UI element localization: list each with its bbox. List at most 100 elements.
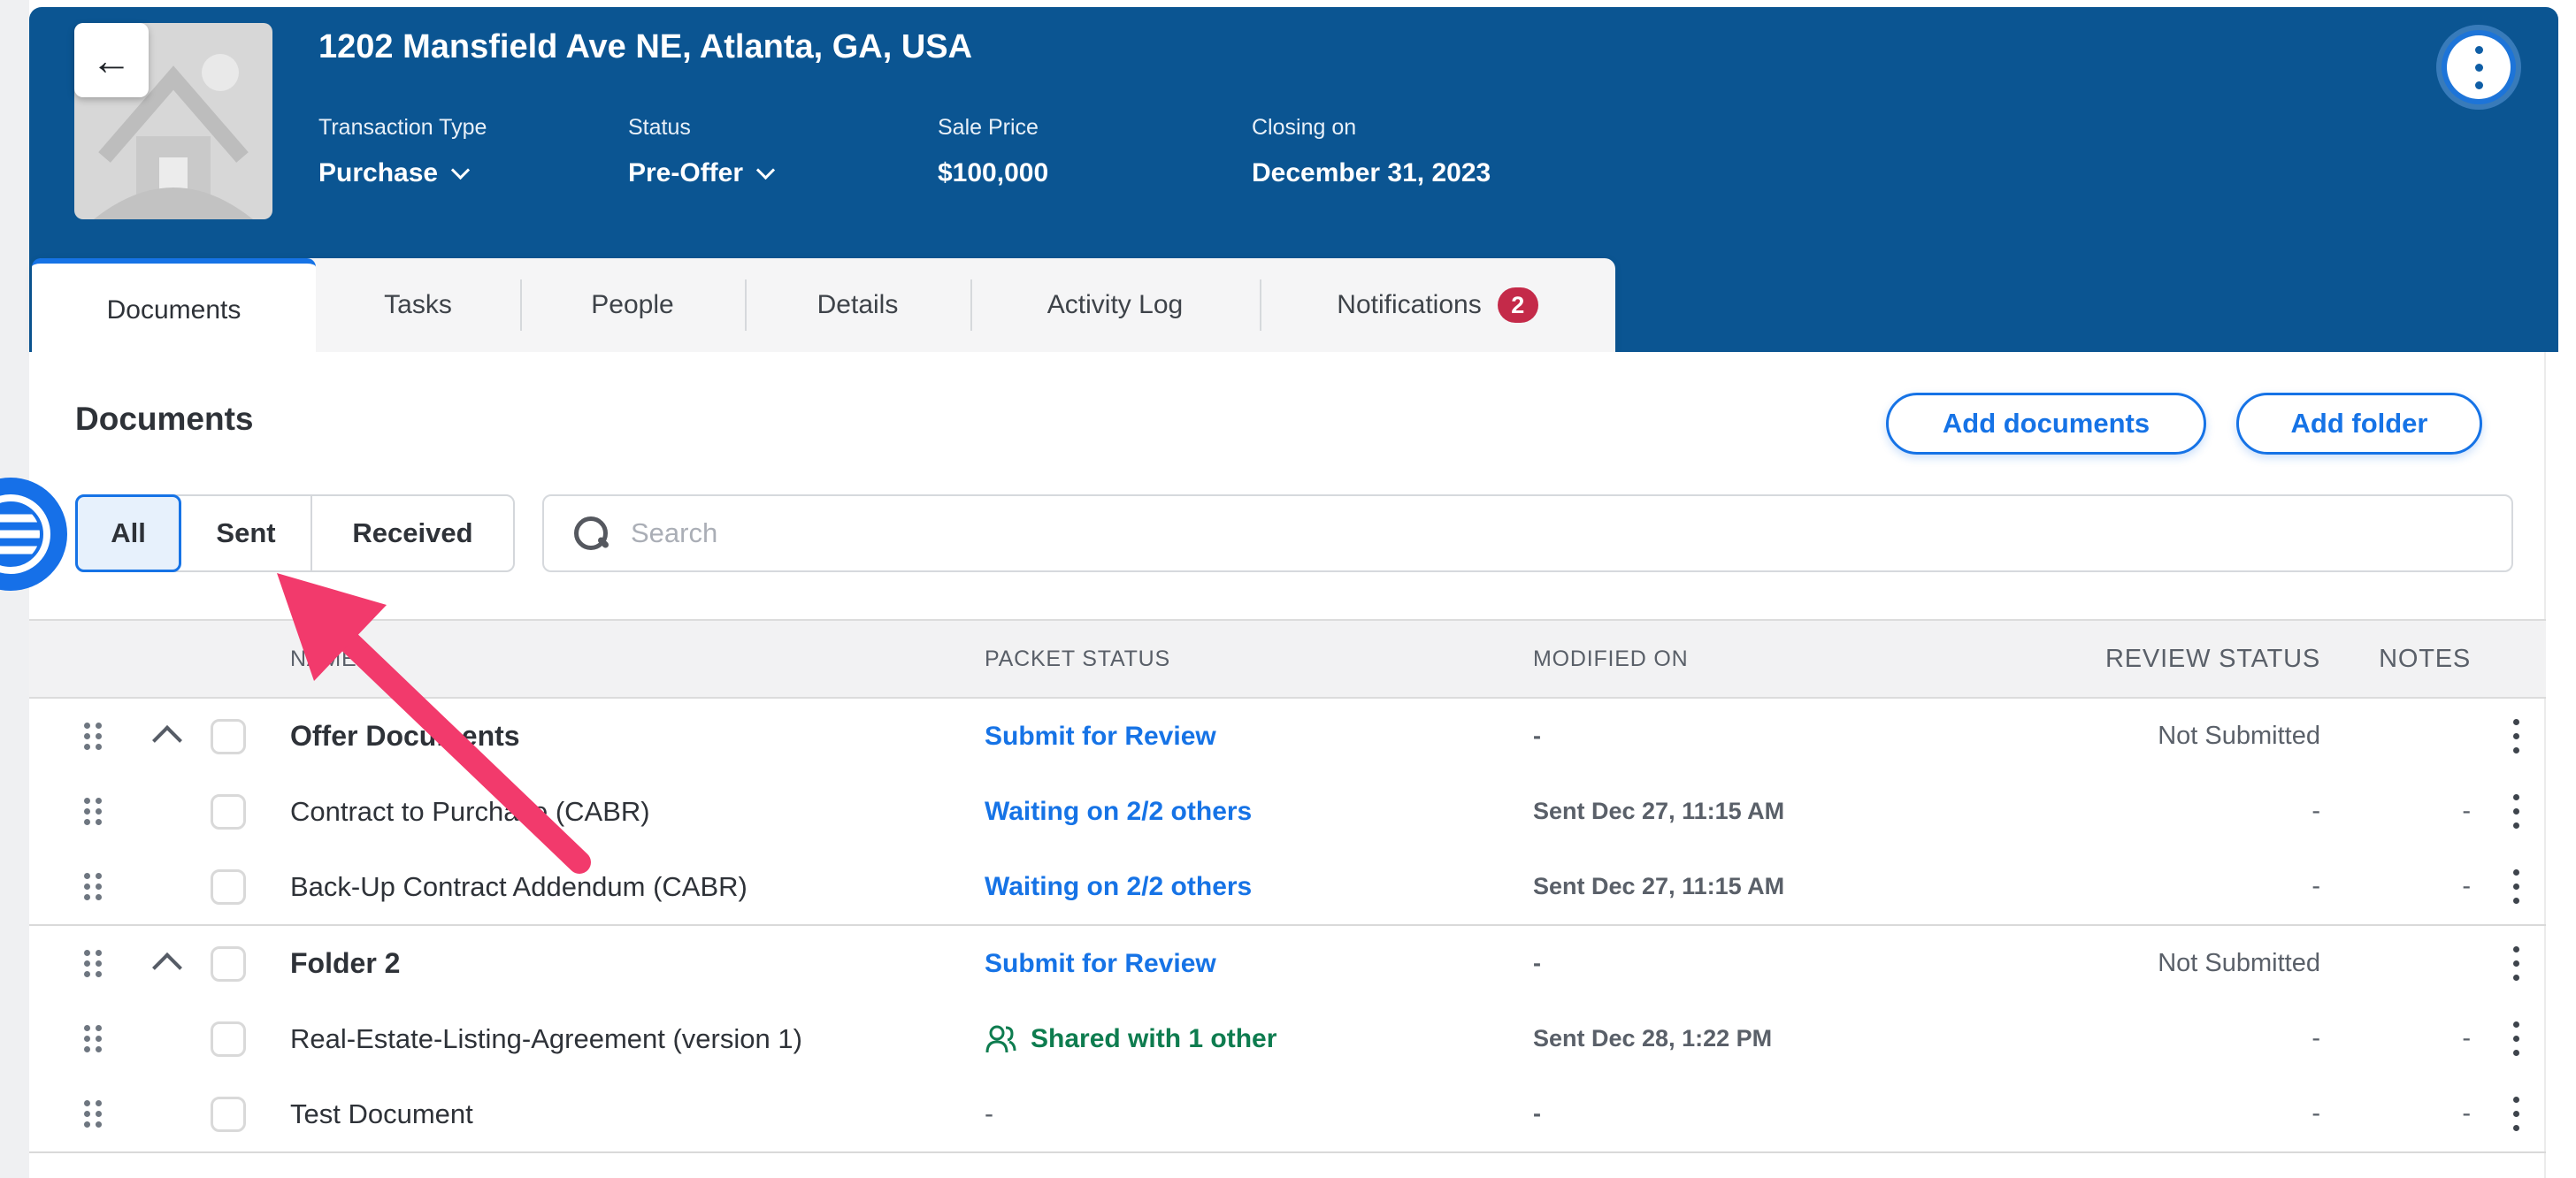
table-row-document: Real-Estate-Listing-Agreement (version 1… bbox=[29, 1001, 2546, 1076]
review-status-value: Not Submitted bbox=[2158, 722, 2320, 750]
back-button[interactable]: ← bbox=[74, 23, 149, 97]
drag-handle-icon[interactable] bbox=[84, 873, 144, 900]
kebab-icon bbox=[2474, 45, 2483, 54]
col-review-status: REVIEW STATUS bbox=[2105, 644, 2320, 673]
row-menu-kebab-icon[interactable] bbox=[2508, 864, 2525, 909]
drag-handle-icon[interactable] bbox=[84, 1100, 144, 1128]
row-checkbox[interactable] bbox=[211, 1096, 246, 1132]
row-checkbox[interactable] bbox=[211, 718, 246, 754]
chevron-down-icon bbox=[450, 160, 471, 180]
documents-panel: Documents Add documents Add folder All S… bbox=[29, 352, 2546, 1178]
closing-date-value: December 31, 2023 bbox=[1252, 158, 1491, 187]
filter-all[interactable]: All bbox=[75, 494, 181, 572]
drag-handle-icon[interactable] bbox=[84, 1025, 144, 1052]
folder-name[interactable]: Offer Documents bbox=[290, 720, 520, 752]
tab-details[interactable]: Details bbox=[745, 258, 970, 352]
packet-status-value: - bbox=[985, 1098, 993, 1128]
filter-segmented-control: All Sent Received bbox=[75, 494, 515, 572]
col-name: NAME bbox=[290, 646, 357, 671]
review-status-value: - bbox=[2312, 797, 2320, 825]
packet-status-link[interactable]: Submit for Review bbox=[985, 721, 1216, 751]
tab-people[interactable]: People bbox=[520, 258, 745, 352]
meta-transaction-type: Transaction Type Purchase bbox=[318, 115, 628, 188]
review-status-value: - bbox=[2312, 1099, 2320, 1128]
notes-value: - bbox=[2462, 1099, 2471, 1128]
row-menu-kebab-icon[interactable] bbox=[2508, 714, 2525, 759]
document-name[interactable]: Real-Estate-Listing-Agreement (version 1… bbox=[290, 1022, 802, 1054]
modified-on-value: - bbox=[1533, 1100, 1541, 1127]
loop-meta: Transaction Type Purchase Status Pre-Off… bbox=[318, 115, 1561, 188]
filter-received[interactable]: Received bbox=[310, 496, 513, 570]
group-divider bbox=[29, 924, 2546, 926]
loop-options-button[interactable] bbox=[2447, 35, 2511, 99]
packet-status-link[interactable]: Waiting on 2/2 others bbox=[985, 796, 1253, 826]
page-title: Documents bbox=[75, 401, 254, 437]
search-box bbox=[542, 494, 2513, 572]
row-menu-kebab-icon[interactable] bbox=[2508, 1016, 2525, 1061]
add-folder-button[interactable]: Add folder bbox=[2236, 393, 2482, 455]
modified-on-value: - bbox=[1533, 950, 1541, 976]
drag-handle-icon[interactable] bbox=[84, 723, 144, 750]
loop-title: 1202 Mansfield Ave NE, Atlanta, GA, USA bbox=[318, 28, 973, 65]
notifications-badge: 2 bbox=[1497, 287, 1538, 323]
notes-value: - bbox=[2462, 872, 2471, 900]
sale-price-value: $100,000 bbox=[938, 158, 1049, 187]
packet-status-link[interactable]: Submit for Review bbox=[985, 948, 1216, 978]
document-name[interactable]: Test Document bbox=[290, 1098, 473, 1129]
row-checkbox[interactable] bbox=[211, 945, 246, 982]
table-row-folder: Folder 2 Submit for Review - Not Submitt… bbox=[29, 926, 2546, 1001]
modified-on-value: Sent Dec 27, 11:15 AM bbox=[1533, 873, 1785, 899]
meta-closing-on: Closing on December 31, 2023 bbox=[1252, 115, 1561, 188]
back-arrow-icon: ← bbox=[91, 37, 132, 83]
review-status-value: - bbox=[2312, 1024, 2320, 1052]
documents-table: NAME PACKET STATUS MODIFIED ON REVIEW ST… bbox=[29, 619, 2546, 1153]
search-input[interactable] bbox=[631, 517, 2511, 549]
row-checkbox[interactable] bbox=[211, 1021, 246, 1057]
tab-tasks[interactable]: Tasks bbox=[384, 290, 452, 319]
table-row-folder: Offer Documents Submit for Review - Not … bbox=[29, 699, 2546, 774]
row-menu-kebab-icon[interactable] bbox=[2508, 1091, 2525, 1136]
modified-on-value: - bbox=[1533, 723, 1541, 749]
collapse-chevron-icon[interactable] bbox=[152, 724, 182, 755]
col-packet-status: PACKET STATUS bbox=[985, 646, 1170, 671]
group-divider bbox=[29, 1151, 2546, 1153]
document-name[interactable]: Contract to Purchase (CABR) bbox=[290, 795, 650, 827]
filter-sent[interactable]: Sent bbox=[216, 517, 276, 548]
drag-handle-icon[interactable] bbox=[84, 798, 144, 825]
modified-on-value: Sent Dec 27, 11:15 AM bbox=[1533, 798, 1785, 824]
shared-status[interactable]: Shared with 1 other bbox=[985, 1024, 1533, 1054]
tab-activity-log[interactable]: Activity Log bbox=[970, 258, 1260, 352]
chat-launcher-icon bbox=[0, 478, 67, 591]
notes-value: - bbox=[2462, 1024, 2471, 1052]
meta-sale-price: Sale Price $100,000 bbox=[938, 115, 1252, 188]
folder-name[interactable]: Folder 2 bbox=[290, 947, 401, 979]
meta-status: Status Pre-Offer bbox=[628, 115, 938, 188]
col-notes: NOTES bbox=[2379, 644, 2471, 673]
status-dropdown[interactable]: Pre-Offer bbox=[628, 158, 938, 188]
packet-status-link[interactable]: Waiting on 2/2 others bbox=[985, 871, 1253, 901]
drag-handle-icon[interactable] bbox=[84, 950, 144, 977]
table-row-document: Contract to Purchase (CABR) Waiting on 2… bbox=[29, 774, 2546, 849]
row-menu-kebab-icon[interactable] bbox=[2508, 941, 2525, 986]
table-row-document: Back-Up Contract Addendum (CABR) Waiting… bbox=[29, 849, 2546, 924]
review-status-value: - bbox=[2312, 872, 2320, 900]
tab-notifications[interactable]: Notifications 2 bbox=[1260, 258, 1615, 352]
chat-launcher-button[interactable] bbox=[0, 478, 67, 591]
two-people-icon bbox=[985, 1025, 1016, 1052]
row-checkbox[interactable] bbox=[211, 868, 246, 905]
review-status-value: Not Submitted bbox=[2158, 949, 2320, 977]
tab-bar: Documents Tasks People Details Activity … bbox=[32, 258, 1615, 357]
row-menu-kebab-icon[interactable] bbox=[2508, 789, 2525, 834]
chevron-down-icon bbox=[755, 160, 776, 180]
col-modified-on: MODIFIED ON bbox=[1533, 646, 1689, 671]
tab-documents[interactable]: Documents bbox=[32, 258, 316, 357]
transaction-type-dropdown[interactable]: Purchase bbox=[318, 158, 628, 188]
table-header: NAME PACKET STATUS MODIFIED ON REVIEW ST… bbox=[29, 619, 2546, 699]
house-icon bbox=[94, 54, 253, 219]
document-name[interactable]: Back-Up Contract Addendum (CABR) bbox=[290, 870, 748, 902]
add-documents-button[interactable]: Add documents bbox=[1886, 393, 2206, 455]
collapse-chevron-icon[interactable] bbox=[152, 952, 182, 983]
modified-on-value: Sent Dec 28, 1:22 PM bbox=[1533, 1025, 1773, 1052]
row-checkbox[interactable] bbox=[211, 793, 246, 830]
